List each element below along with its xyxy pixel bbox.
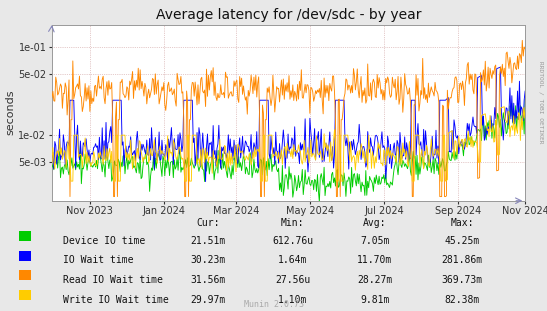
Text: Munin 2.0.73: Munin 2.0.73	[243, 300, 304, 309]
Text: 1.10m: 1.10m	[278, 295, 307, 304]
Text: Avg:: Avg:	[363, 218, 386, 228]
Text: 27.56u: 27.56u	[275, 275, 310, 285]
Text: 281.86m: 281.86m	[441, 255, 483, 265]
Text: 29.97m: 29.97m	[190, 295, 225, 304]
Text: IO Wait time: IO Wait time	[63, 255, 133, 265]
Text: Device IO time: Device IO time	[63, 236, 145, 246]
Text: Write IO Wait time: Write IO Wait time	[63, 295, 168, 304]
Text: 7.05m: 7.05m	[360, 236, 389, 246]
Title: Average latency for /dev/sdc - by year: Average latency for /dev/sdc - by year	[156, 8, 421, 22]
Text: Read IO Wait time: Read IO Wait time	[63, 275, 163, 285]
Text: 612.76u: 612.76u	[272, 236, 313, 246]
Text: 369.73m: 369.73m	[441, 275, 483, 285]
Text: 31.56m: 31.56m	[190, 275, 225, 285]
Text: 21.51m: 21.51m	[190, 236, 225, 246]
Text: Min:: Min:	[281, 218, 304, 228]
Text: 1.64m: 1.64m	[278, 255, 307, 265]
Text: Cur:: Cur:	[196, 218, 219, 228]
Text: 30.23m: 30.23m	[190, 255, 225, 265]
Y-axis label: seconds: seconds	[5, 90, 15, 136]
Text: 82.38m: 82.38m	[445, 295, 480, 304]
Text: 9.81m: 9.81m	[360, 295, 389, 304]
Text: 28.27m: 28.27m	[357, 275, 392, 285]
Text: 45.25m: 45.25m	[445, 236, 480, 246]
Text: 11.70m: 11.70m	[357, 255, 392, 265]
Text: Max:: Max:	[451, 218, 474, 228]
Text: RRDTOOL / TOBI OETIKER: RRDTOOL / TOBI OETIKER	[538, 61, 543, 144]
